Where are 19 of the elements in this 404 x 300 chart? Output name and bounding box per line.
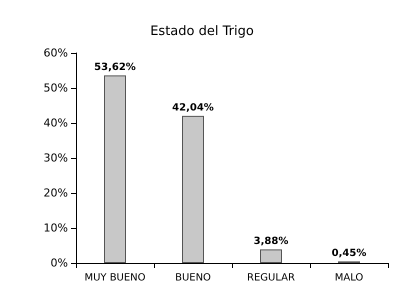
y-tick-label: 10% bbox=[44, 222, 68, 234]
y-tick-label: 50% bbox=[44, 82, 68, 94]
y-tick-label: 40% bbox=[44, 116, 68, 130]
y-tick-label: 20% bbox=[44, 186, 68, 200]
bar bbox=[182, 116, 204, 263]
data-label: 3,88% bbox=[254, 236, 288, 247]
chart-title: Estado del Trigo bbox=[150, 24, 254, 39]
x-tick-label: MUY BUENO bbox=[84, 272, 146, 284]
bar bbox=[260, 249, 282, 263]
data-label: 53,62% bbox=[94, 62, 136, 73]
y-tick-label: 60% bbox=[44, 46, 68, 60]
y-tick-label: 30% bbox=[44, 152, 68, 164]
y-tick-label: 0% bbox=[50, 256, 68, 270]
data-label: 42,04% bbox=[172, 102, 214, 114]
x-tick-label: MALO bbox=[334, 272, 364, 284]
x-tick-label: BUENO bbox=[175, 272, 212, 284]
bar bbox=[104, 75, 126, 263]
x-tick-label: REGULAR bbox=[247, 272, 296, 284]
data-label: 0,45% bbox=[332, 248, 366, 259]
